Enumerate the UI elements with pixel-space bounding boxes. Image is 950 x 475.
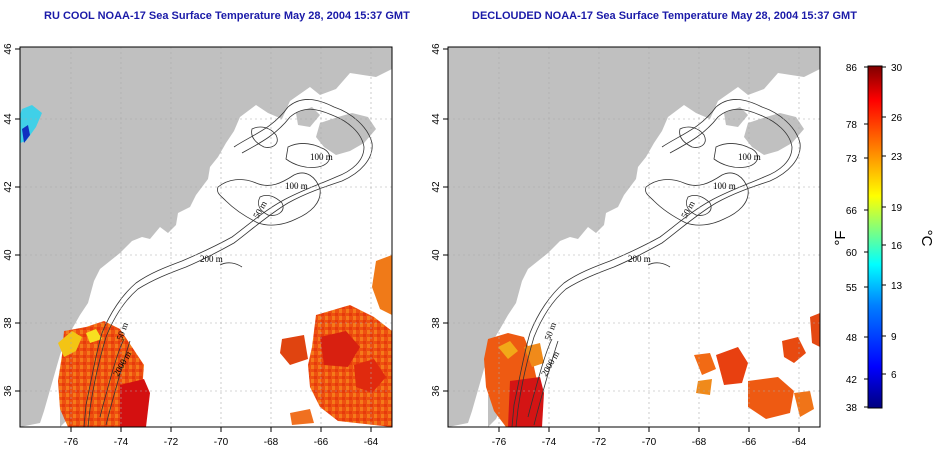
right-y-tick: 36 xyxy=(431,385,442,397)
right-map-panel: 100 m 100 m 50 m 200 m 50 m 2000 m -76 -… xyxy=(431,43,821,448)
fahrenheit-tick: 78 xyxy=(846,120,858,131)
left-map-panel: 100 m 100 m 50 m 200 m 50 m 2000 m -76 -… xyxy=(3,43,393,448)
right-y-tick: 44 xyxy=(431,113,442,125)
left-x-tick: -76 xyxy=(64,437,79,448)
right-plot-frame xyxy=(447,46,821,428)
celsius-tick: 26 xyxy=(891,113,903,124)
left-graticule xyxy=(20,47,392,427)
fahrenheit-tick: 60 xyxy=(846,248,858,259)
left-depth-label: 100 m xyxy=(285,181,308,191)
right-x-tick: -70 xyxy=(642,437,657,448)
left-plot-frame xyxy=(19,46,393,428)
fahrenheit-tick: 38 xyxy=(846,403,858,414)
fahrenheit-tick: 42 xyxy=(846,375,858,386)
left-x-tick: -68 xyxy=(264,437,279,448)
left-y-tick: 36 xyxy=(3,385,14,397)
right-x-tick: -74 xyxy=(542,437,557,448)
left-y-tick: 44 xyxy=(3,113,14,125)
celsius-tick: 13 xyxy=(891,281,903,292)
left-y-tick: 38 xyxy=(3,317,14,329)
left-x-tick: -70 xyxy=(214,437,229,448)
right-y-tick: 42 xyxy=(431,181,442,193)
colorbar-gradient xyxy=(867,65,883,409)
right-depth-label: 200 m xyxy=(628,254,651,264)
right-y-tick: 40 xyxy=(431,249,442,261)
fahrenheit-tick: 55 xyxy=(846,283,858,294)
right-graticule xyxy=(448,47,820,427)
left-sst-data xyxy=(20,105,392,427)
celsius-tick: 23 xyxy=(891,152,903,163)
celsius-tick: 19 xyxy=(891,203,903,214)
left-panel-title: RU COOL NOAA-17 Sea Surface Temperature … xyxy=(44,10,410,22)
right-y-tick: 46 xyxy=(431,43,442,55)
fahrenheit-tick: 86 xyxy=(846,63,858,74)
celsius-unit-label: °C xyxy=(918,230,935,247)
celsius-tick: 16 xyxy=(891,241,903,252)
celsius-tick: 9 xyxy=(891,332,897,343)
fahrenheit-tick: 66 xyxy=(846,206,858,217)
right-depth-label: 100 m xyxy=(713,181,736,191)
left-y-tick: 40 xyxy=(3,249,14,261)
celsius-tick: 6 xyxy=(891,370,897,381)
right-depth-label: 100 m xyxy=(738,152,761,162)
temperature-colorbar: 86 78 73 66 60 55 48 42 38 30 26 23 19 1… xyxy=(832,63,935,414)
right-x-tick: -72 xyxy=(592,437,607,448)
celsius-tick: 30 xyxy=(891,63,903,74)
right-x-tick: -64 xyxy=(792,437,807,448)
right-x-tick: -66 xyxy=(742,437,757,448)
left-x-tick: -64 xyxy=(364,437,379,448)
right-y-tick: 38 xyxy=(431,317,442,329)
left-x-tick: -74 xyxy=(114,437,129,448)
left-y-tick: 46 xyxy=(3,43,14,55)
fahrenheit-tick: 48 xyxy=(846,333,858,344)
fahrenheit-unit-label: °F xyxy=(832,230,849,245)
left-x-tick: -66 xyxy=(314,437,329,448)
left-depth-label: 100 m xyxy=(310,152,333,162)
left-depth-label: 200 m xyxy=(200,254,223,264)
fahrenheit-tick: 73 xyxy=(846,154,858,165)
right-x-tick: -68 xyxy=(692,437,707,448)
right-x-tick: -76 xyxy=(492,437,507,448)
left-x-tick: -72 xyxy=(164,437,179,448)
right-panel-title: DECLOUDED NOAA-17 Sea Surface Temperatur… xyxy=(472,10,857,22)
left-y-tick: 42 xyxy=(3,181,14,193)
